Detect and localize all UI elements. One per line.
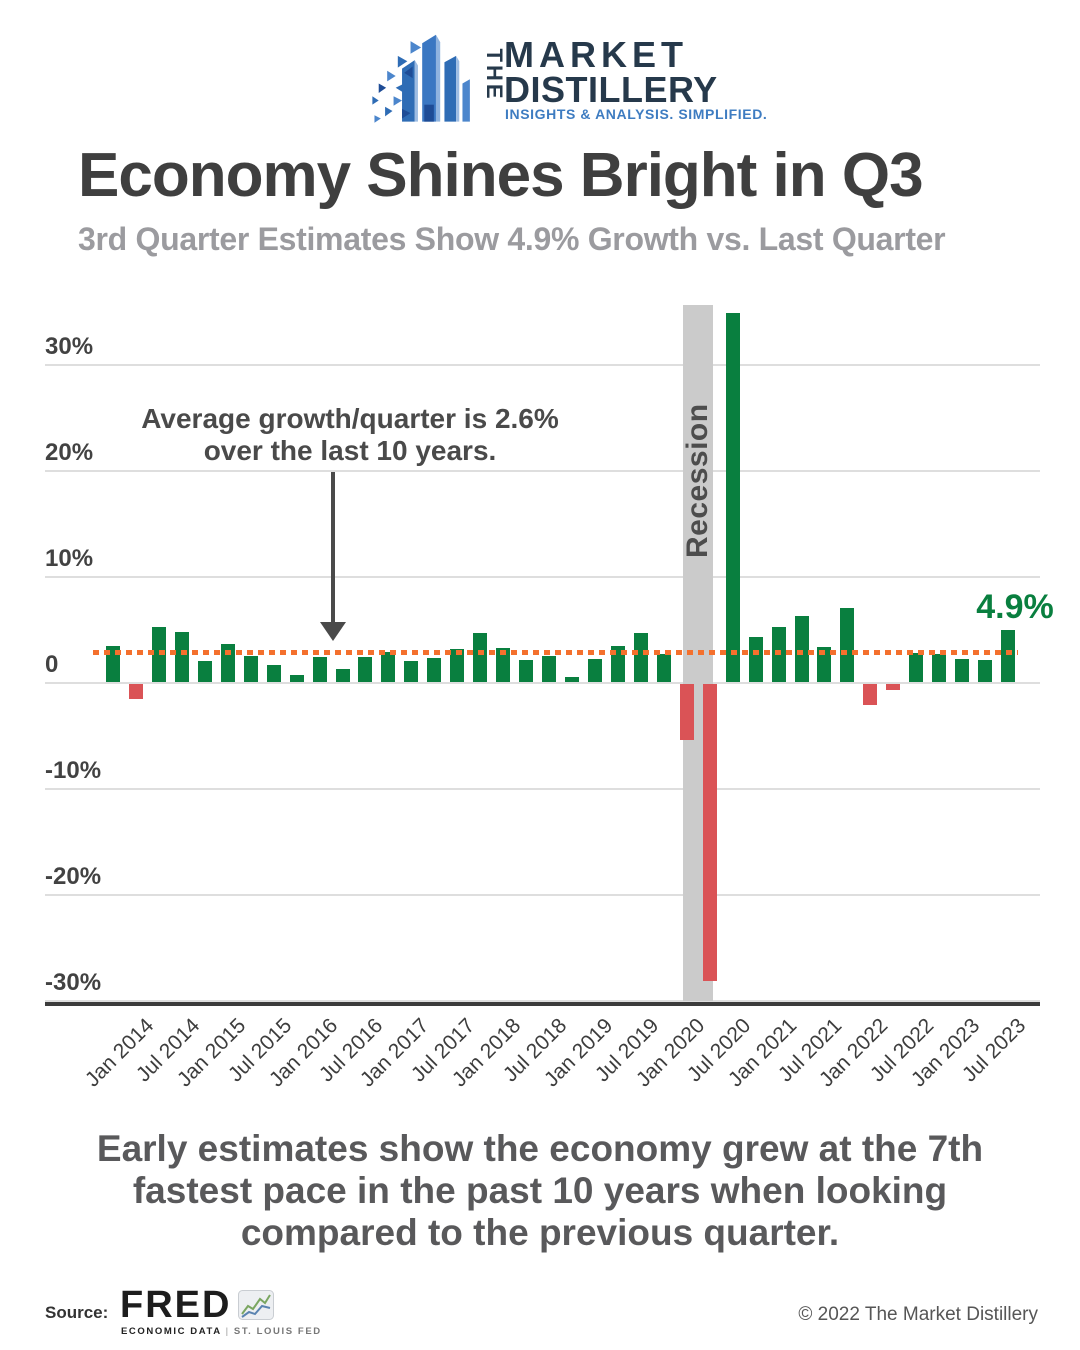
bar-Jan-2023 [955,658,970,682]
summary-line-2: fastest pace in the past 10 years when l… [132,1170,948,1211]
latest-value-label: 4.9% [976,588,1054,626]
bar-Jan-2019 [587,658,602,682]
gridline-0 [45,682,1040,684]
bar-Apr-2017 [427,657,442,682]
copyright: © 2022 The Market Distillery [798,1304,1038,1325]
bar-Jul-2022 [909,653,924,682]
y-axis-label--10%: -10% [45,757,102,784]
annotation-arrow-head [320,622,346,641]
bar-Oct-2014 [197,660,212,682]
bar-Oct-2016 [381,652,396,682]
recession-band-label: Recession [681,403,715,558]
bar-Apr-2022 [886,684,901,691]
bar-Apr-2020 [702,684,717,981]
fred-subtext-divider: | [225,1326,230,1337]
bar-Jul-2018 [542,655,557,682]
summary-line-1: Early estimates show the economy grew at… [96,1128,984,1169]
gridline--20% [45,894,1040,896]
bar-Jan-2022 [863,684,878,706]
bar-Jul-2023 [1001,630,1016,682]
summary-line-3: compared to the previous quarter. [240,1212,840,1253]
bar-Jul-2017 [450,649,465,682]
bar-Jan-2016 [312,656,327,682]
y-axis-label--20%: -20% [45,863,102,890]
bar-Oct-2019 [656,654,671,682]
fred-subtext-economic-data: ECONOMIC DATA [121,1326,222,1337]
fred-subtext-st-louis: ST. LOUIS FED [233,1326,322,1337]
bar-Jan-2017 [404,660,419,682]
bar-Jan-2018 [496,648,511,682]
bar-Jan-2020 [679,684,694,741]
bar-Oct-2020 [748,637,763,682]
y-axis-label-0: 0 [45,651,59,678]
y-axis-label-30%: 30% [45,333,94,360]
y-axis-label-20%: 20% [45,439,94,466]
bar-Jan-2014 [128,684,143,699]
bar-Apr-2023 [978,659,993,682]
gridline--30% [45,1000,1040,1002]
page-subtitle: 3rd Quarter Estimates Show 4.9% Growth v… [78,221,946,257]
logo-tagline: INSIGHTS & ANALYSIS. SIMPLIFIED. [505,106,768,122]
gridline--10% [45,788,1040,790]
summary-text: Early estimates show the economy grew at… [40,1128,1040,1254]
bar-Apr-2018 [519,659,534,682]
logo-distillery: DISTILLERY [504,69,718,110]
annotation-arrow-line [331,472,335,624]
bar-Apr-2015 [243,655,258,682]
logo-market: MARKET [504,34,688,75]
average-annotation-line2: over the last 10 years. [203,435,497,467]
bar-Oct-2021 [840,607,855,682]
bar-Jul-2020 [725,313,740,682]
bar-Apr-2021 [794,616,809,682]
bar-Jul-2015 [266,665,281,682]
bar-Jul-2019 [633,633,648,682]
average-annotation: Average growth/quarter is 2.6% over the … [110,403,590,467]
gdp-bar-chart: 30% 20% 10% 0 -10% -20% -30% Recession Jan 2014 J… [0,300,1080,1100]
bar-Oct-2015 [289,674,304,682]
bar-Oct-2017 [473,633,488,682]
source-label: Source: [45,1303,109,1322]
x-axis-line [45,1002,1040,1006]
bar-Oct-2022 [932,654,947,682]
fred-logo-text: FRED [120,1284,232,1326]
y-axis-label-10%: 10% [45,545,94,572]
bar-Jul-2016 [358,656,373,682]
average-annotation-line1: Average growth/quarter is 2.6% [141,403,559,434]
average-growth-line [93,650,1018,656]
bar-Jul-2014 [174,632,189,682]
fred-chart-icon [238,1290,274,1320]
logo-building-icon [372,34,470,123]
page-title: Economy Shines Bright in Q3 [78,141,924,210]
gridline-10% [45,576,1040,578]
y-axis-label--30%: -30% [45,969,102,996]
fred-logo-subtext: ECONOMIC DATA | ST. LOUIS FED [121,1326,322,1337]
bar-Oct-2018 [565,676,579,682]
gridline-20% [45,470,1040,472]
bar-Apr-2016 [335,669,350,682]
gridline-30% [45,364,1040,366]
bar-Jul-2021 [817,647,832,682]
